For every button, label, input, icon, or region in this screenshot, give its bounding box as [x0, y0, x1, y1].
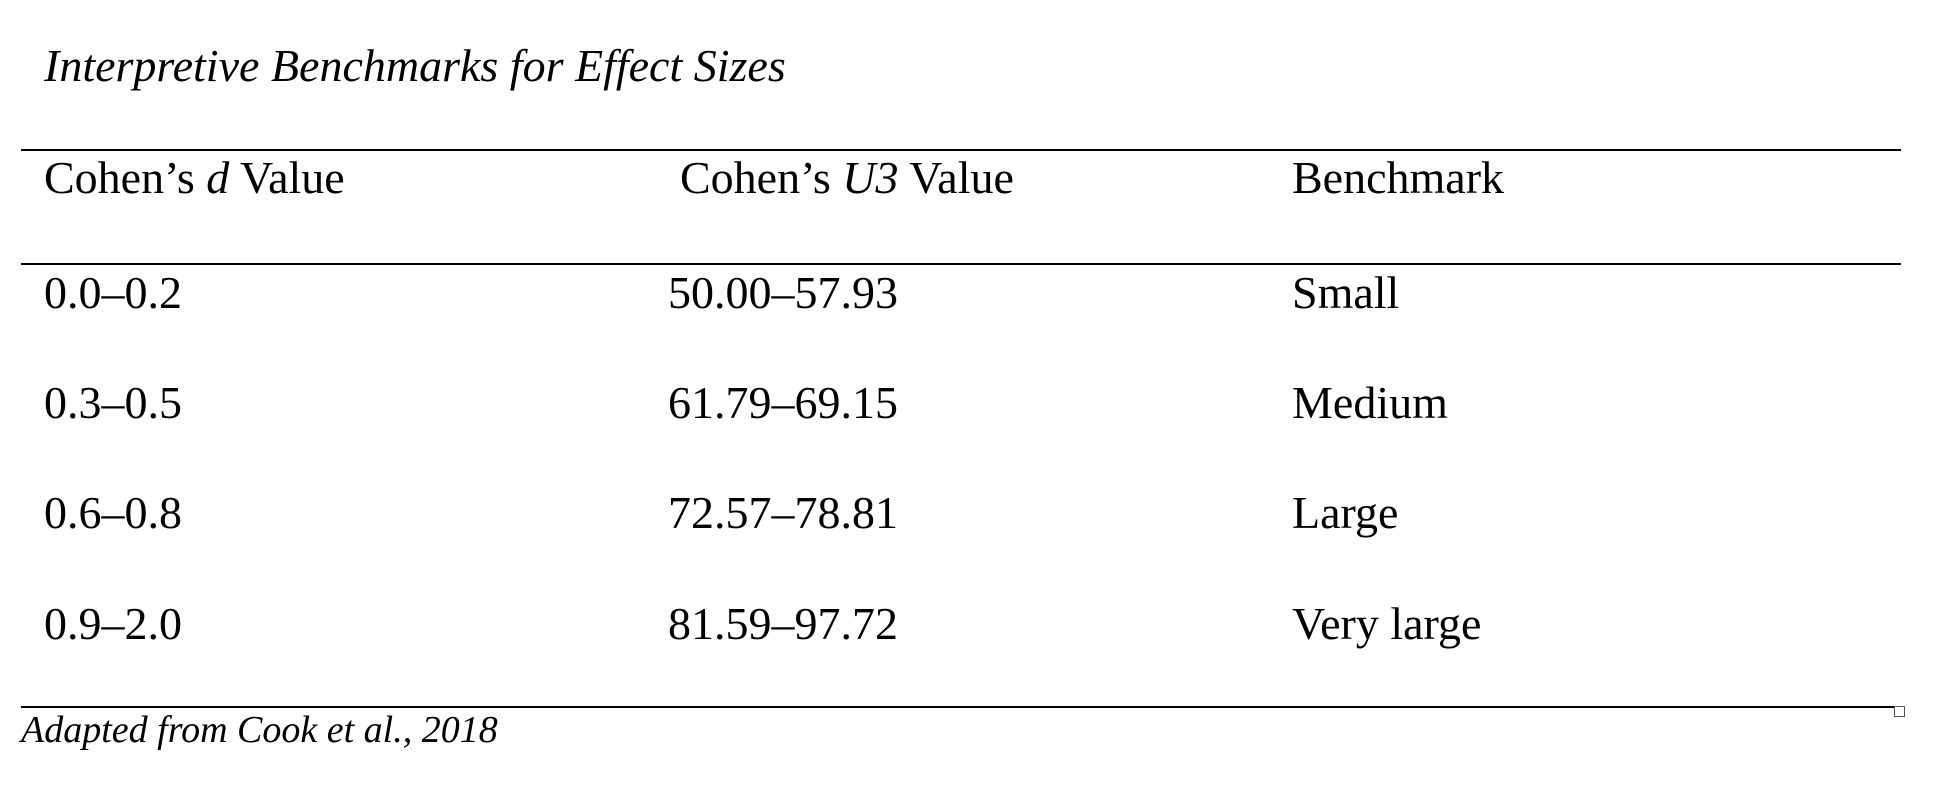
cell-benchmark: Large — [1292, 487, 1399, 538]
cell-u3-value: 81.59–97.72 — [668, 598, 898, 649]
cell-d-value: 0.3–0.5 — [44, 377, 182, 428]
table-resize-handle[interactable] — [1894, 706, 1905, 717]
header-cohens-u3: Cohen’s U3 Value — [680, 150, 1014, 206]
header-cohens-d-suffix: Value — [229, 152, 345, 203]
header-cohens-u3-prefix: Cohen’s — [680, 152, 843, 203]
table-header-rule — [21, 263, 1901, 265]
table-bottom-rule — [21, 706, 1901, 708]
cell-d-value: 0.6–0.8 — [44, 487, 182, 538]
header-cohens-d-symbol: d — [206, 152, 230, 203]
header-cohens-d-prefix: Cohen’s — [44, 152, 207, 203]
table-top-rule — [21, 149, 1901, 151]
header-cohens-d: Cohen’s d Value — [44, 150, 345, 206]
cell-benchmark: Very large — [1292, 598, 1482, 649]
cell-d-value: 0.0–0.2 — [44, 267, 182, 318]
cell-benchmark: Medium — [1292, 377, 1448, 428]
header-cohens-u3-suffix: Value — [898, 152, 1014, 203]
header-cohens-u3-symbol: U3 — [842, 152, 899, 203]
cell-benchmark: Small — [1292, 267, 1400, 318]
cell-u3-value: 72.57–78.81 — [668, 487, 898, 538]
cell-u3-value: 61.79–69.15 — [668, 377, 898, 428]
table-caption: Interpretive Benchmarks for Effect Sizes — [44, 40, 786, 91]
header-benchmark: Benchmark — [1292, 152, 1505, 203]
table-source-note: Adapted from Cook et al., 2018 — [21, 709, 498, 751]
cell-u3-value: 50.00–57.93 — [668, 267, 898, 318]
cell-d-value: 0.9–2.0 — [44, 598, 182, 649]
